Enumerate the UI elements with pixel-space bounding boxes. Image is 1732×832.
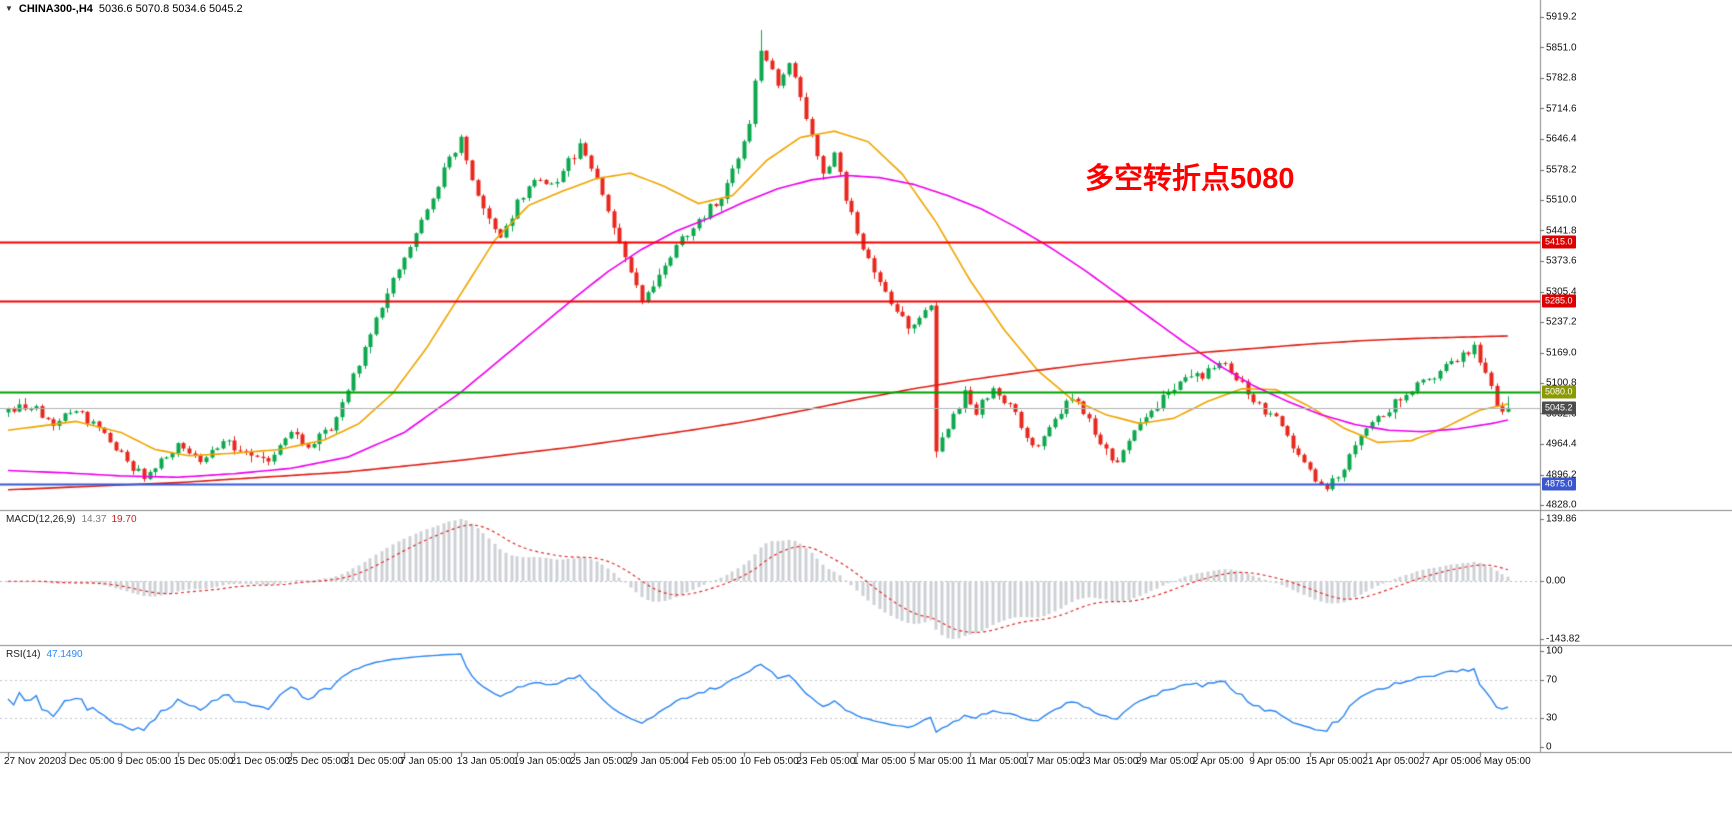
time-axis-label: 10 Feb 05:00 <box>739 756 799 767</box>
time-axis-label: 27 Apr 05:00 <box>1419 756 1476 767</box>
price-axis-label: 5510.0 <box>1546 194 1577 206</box>
price-axis-label: 5646.4 <box>1546 133 1577 145</box>
price-axis-label: 5578.2 <box>1546 164 1577 175</box>
price-axis-label: 4828.0 <box>1546 499 1577 511</box>
time-axis-label: 23 Mar 05:00 <box>1079 756 1139 767</box>
symbol-timeframe-label: CHINA300-,H4 <box>18 3 93 15</box>
macd-indicator-label: MACD(12,26,9) 14.37 19.70 <box>6 514 137 525</box>
price-axis-label: 5441.8 <box>1546 225 1577 236</box>
time-axis-label: 15 Dec 05:00 <box>173 756 234 767</box>
time-axis-label: 15 Apr 05:00 <box>1305 756 1363 767</box>
price-axis-label: 5169.0 <box>1546 347 1577 358</box>
time-axis-label: 17 Mar 05:00 <box>1022 756 1082 767</box>
price-axis-label: 5373.6 <box>1546 255 1577 267</box>
rsi-axis-label: 70 <box>1546 674 1558 686</box>
macd-signal-value: 19.70 <box>111 514 137 525</box>
time-axis-label: 2 Apr 05:00 <box>1192 756 1244 767</box>
rsi-indicator-label: RSI(14) 47.1490 <box>6 649 83 660</box>
time-axis-label: 31 Dec 05:00 <box>343 756 404 767</box>
time-axis-label: 13 Jan 05:00 <box>456 756 515 767</box>
time-axis-label: 9 Apr 05:00 <box>1249 756 1301 767</box>
price-axis-label: 5851.0 <box>1546 42 1577 53</box>
price-axis-label: 4896.2 <box>1546 469 1577 480</box>
collapse-chart-icon[interactable]: ▼ <box>5 4 13 13</box>
time-axis-label: 29 Mar 05:00 <box>1136 756 1195 767</box>
rsi-axis-label: 0 <box>1546 741 1552 753</box>
time-axis-label: 25 Dec 05:00 <box>287 756 347 767</box>
time-axis-label: 5 Mar 05:00 <box>909 756 963 767</box>
ohlc-values-label: 5036.6 5070.8 5034.6 5045.2 <box>98 3 243 15</box>
time-axis-label: 4 Feb 05:00 <box>683 756 737 767</box>
price-axis-label: 5919.2 <box>1546 11 1577 23</box>
time-axis-label: 23 Feb 05:00 <box>796 756 856 767</box>
price-level-badge: 5285.0 <box>1542 294 1576 308</box>
rsi-axis-label: 100 <box>1546 645 1563 657</box>
rsi-axis-label: 30 <box>1546 712 1558 724</box>
macd-params: MACD(12,26,9) <box>6 514 76 525</box>
macd-axis-label: 0.00 <box>1546 575 1566 587</box>
time-axis-label: 21 Apr 05:00 <box>1362 756 1420 767</box>
symbol-header: ▼ CHINA300-,H4 5036.6 5070.8 5034.6 5045… <box>5 3 243 15</box>
time-axis-label: 25 Jan 05:00 <box>570 756 628 767</box>
time-axis-label: 7 Jan 05:00 <box>400 756 453 767</box>
price-level-badge: 5080.0 <box>1542 385 1576 399</box>
time-axis-label: 21 Dec 05:00 <box>230 756 290 767</box>
time-axis-label: 11 Mar 05:00 <box>966 756 1025 767</box>
time-axis-label: 3 Dec 05:00 <box>60 756 115 767</box>
macd-axis-label: -143.82 <box>1546 633 1580 645</box>
rsi-value: 47.1490 <box>46 649 83 660</box>
time-axis-label: 6 May 05:00 <box>1475 756 1531 767</box>
price-level-badge: 5415.0 <box>1542 235 1576 249</box>
price-axis-label: 5782.8 <box>1546 72 1577 84</box>
price-axis-label: 5714.6 <box>1546 103 1577 114</box>
price-axis-label: 4964.4 <box>1546 438 1577 450</box>
time-axis-label: 29 Jan 05:00 <box>626 756 685 767</box>
time-axis-label: 1 Mar 05:00 <box>853 756 907 767</box>
price-level-badge: 4875.0 <box>1542 477 1576 491</box>
time-axis-label: 27 Nov 2020 <box>4 756 61 767</box>
price-axis-label: 5305.4 <box>1546 286 1577 297</box>
price-axis-label: 5237.2 <box>1546 316 1577 328</box>
price-axis-label: 5100.8 <box>1546 377 1577 389</box>
macd-main-value: 14.37 <box>81 514 107 525</box>
price-level-badge: 5045.2 <box>1542 401 1576 415</box>
time-axis-label: 19 Jan 05:00 <box>513 756 572 767</box>
time-axis-label: 9 Dec 05:00 <box>117 756 172 767</box>
turning-point-annotation: 多空转折点5080 <box>1085 163 1295 195</box>
rsi-params: RSI(14) <box>6 649 41 660</box>
macd-axis-label: 139.86 <box>1546 513 1577 525</box>
